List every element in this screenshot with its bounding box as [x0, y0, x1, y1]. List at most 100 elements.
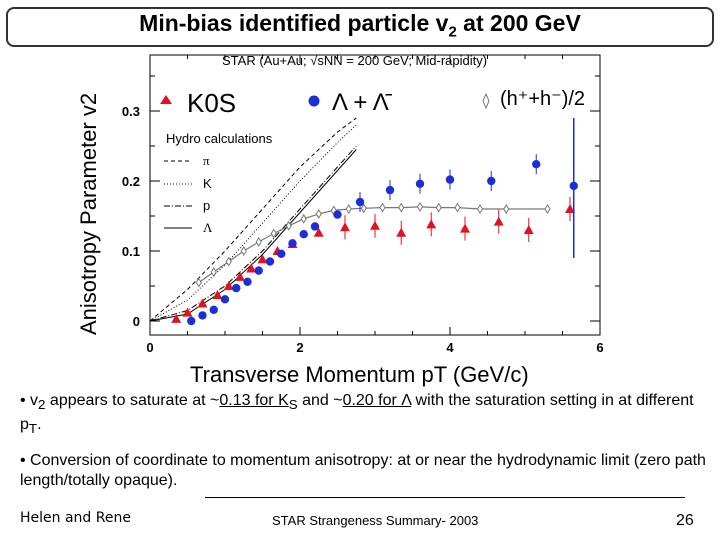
bullet-saturation: • v2 appears to saturate at ~0.13 for KS… [20, 391, 710, 439]
axis-ticks: 0 2 4 6 0 0.1 0.2 0.3 [122, 55, 604, 355]
lambda-point [277, 249, 286, 258]
b1-part: . [37, 416, 42, 434]
lambda-point [415, 179, 425, 188]
hadron-point [285, 220, 292, 231]
footer-title: STAR Strangeness Summary- 2003 [272, 513, 479, 528]
footer-divider [205, 497, 685, 498]
y-tick-label: 0 [133, 314, 140, 329]
kshort-point [493, 216, 504, 226]
hadron-point [503, 204, 510, 214]
kshort-point [460, 223, 470, 233]
y-axis-label: Anisotropy Parameter v2 [76, 93, 101, 335]
y-tick-label: 0.2 [122, 174, 140, 189]
lambda-point [243, 277, 252, 286]
hydro-curve-4 [149, 149, 357, 322]
legend-lambda-label: Λ + Λ̄ [332, 89, 393, 116]
lambda-point [198, 311, 207, 320]
hydro-legend-label-p: p [203, 198, 210, 213]
b1-part: appears to saturate at ~ [45, 392, 220, 409]
lambda-point [445, 175, 455, 184]
title-frame [6, 7, 714, 47]
y-tick-label: 0.1 [122, 244, 140, 259]
hadron-point [315, 208, 322, 219]
y-tick-label: 0.3 [122, 104, 140, 119]
title-subscript: 2 [448, 23, 457, 41]
hadron-point [360, 203, 367, 214]
lambda-point [265, 257, 275, 266]
b1-u1sub: S [288, 397, 298, 413]
hydro-legend-label-lambda: Λ [203, 220, 213, 235]
kshort-point [235, 271, 245, 281]
kshort-point [257, 254, 268, 264]
hadron-line [198, 206, 548, 283]
lambda-point [355, 197, 365, 207]
legend-kshort-label: K0S [187, 88, 236, 118]
kshort-point [565, 204, 575, 213]
lambda-point [569, 181, 578, 191]
hydro-curve-3 [149, 145, 357, 322]
lambda-point [288, 239, 297, 248]
kshort-point [246, 263, 257, 273]
lambda-point [385, 185, 395, 195]
b1-underline-lambda: 0.20 for Λ [342, 392, 412, 409]
lambda-point [187, 316, 196, 326]
hadron-point [435, 202, 442, 213]
data-points [171, 118, 578, 326]
lambda-point [232, 283, 241, 293]
hydro-legend-label-pi: π [203, 153, 210, 168]
hydro-legend-label-k: K [203, 176, 212, 191]
hadron-point [544, 204, 551, 214]
b1-part: and ~ [297, 392, 343, 409]
kshort-point [182, 307, 193, 317]
hadron-point [240, 246, 247, 256]
hadron-point [476, 204, 484, 214]
title-suffix: at 200 GeV [456, 10, 581, 36]
lambda-point [532, 160, 541, 169]
b1-sub: 2 [38, 397, 46, 413]
hadron-point [300, 213, 307, 224]
lambda-point [310, 222, 320, 231]
footer-authors: Helen and Rene [20, 510, 131, 526]
slide-title: Min-bias identified particle v2 at 200 G… [0, 10, 720, 41]
lambda-point [487, 176, 496, 186]
kshort-point [212, 290, 223, 300]
b1-underline-kshort: 0.13 for KS [219, 392, 298, 413]
hydro-curves [149, 117, 357, 322]
b1-part: • v [20, 392, 39, 409]
hydro-curve-1 [149, 117, 357, 322]
hydro-legend-title: Hydro calculations [166, 131, 273, 146]
x-axis-label: Transverse Momentum pT (GeV/c) [190, 362, 529, 387]
hadron-point [195, 277, 202, 288]
chart-header: STAR (Au+Au; √sNN = 200 GeV; Mid-rapidit… [222, 53, 487, 68]
title-text: Min-bias identified particle v [139, 10, 449, 36]
x-tick-label: 6 [596, 340, 603, 355]
b1-sub: T [28, 421, 38, 437]
lambda-point [209, 305, 218, 314]
kshort-point [223, 281, 234, 290]
hadron-point [270, 228, 277, 239]
legend-hadron-label: (h⁺+h⁻)/2 [500, 88, 585, 110]
bullet-conversion: • Conversion of coordinate to momentum a… [20, 452, 706, 489]
hadron-point [398, 202, 405, 213]
kshort-point [197, 298, 208, 308]
kshort-point [523, 225, 534, 234]
x-tick-label: 0 [146, 340, 153, 355]
legend-kshort-marker [160, 95, 172, 104]
hadron-point [225, 256, 232, 267]
hadron-point [345, 204, 352, 214]
x-tick-label: 4 [446, 340, 454, 355]
hadron-point [416, 201, 424, 212]
kshort-point [370, 220, 380, 230]
hydro-curve-2 [149, 124, 357, 322]
lambda-point [254, 266, 263, 275]
b1-u1: 0.13 for K [219, 392, 289, 409]
kshort-point [340, 222, 350, 232]
lambda-point [299, 230, 308, 239]
lambda-point [220, 295, 230, 304]
legend: K0S Λ + Λ̄ (h⁺+h⁻)/2 Hydro calculations … [160, 88, 585, 235]
kshort-point [426, 219, 437, 229]
x-tick-label: 2 [296, 340, 303, 355]
legend-lambda-marker [308, 95, 320, 107]
kshort-point [396, 227, 407, 237]
